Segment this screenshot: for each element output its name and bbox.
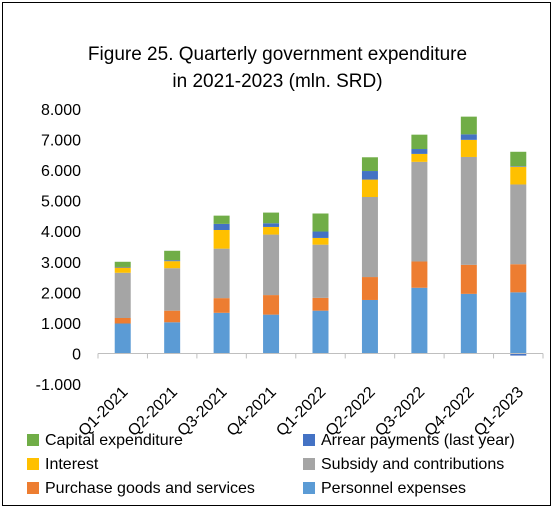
bar-interest xyxy=(510,166,527,185)
legend-label-subsidy-and-contributions: Subsidy and contributions xyxy=(321,456,504,473)
bar-purchase-goods-and-services xyxy=(114,318,131,324)
y-tick-label: 3.000 xyxy=(41,255,81,272)
x-tick-label: Q4-2021 xyxy=(224,384,280,440)
bar-purchase-goods-and-services xyxy=(361,277,378,300)
legend-swatch-subsidy-and-contributions xyxy=(303,458,315,470)
bar-purchase-goods-and-services xyxy=(213,298,230,313)
bar-purchase-goods-and-services xyxy=(411,261,428,288)
bar-arrear-payments-last-year xyxy=(460,134,477,140)
stacked-bar-chart: -1.000 0 1.000 2.000 3.000 4.000 5.000 6.000 7.0… xyxy=(27,102,544,497)
chart-title: Figure 25. Quarterly government expendit… xyxy=(3,41,552,95)
bar-personnel-expenses xyxy=(411,287,428,354)
bar-subsidy-and-contributions xyxy=(312,244,329,298)
bar-subsidy-and-contributions xyxy=(114,272,131,318)
chart-title-line-1: Figure 25. Quarterly government expendit… xyxy=(87,44,468,65)
bar-arrear-payments-last-year xyxy=(164,260,181,262)
chart-title-line-2: in 2021-2023 (mln. SRD) xyxy=(172,71,383,92)
bar-interest xyxy=(361,179,378,197)
bar-purchase-goods-and-services xyxy=(312,297,329,311)
bar-subsidy-and-contributions xyxy=(213,248,230,299)
bar-arrear-payments-last-year xyxy=(312,231,329,238)
bar-personnel-expenses xyxy=(263,314,280,354)
legend-label-interest: Interest xyxy=(45,456,99,473)
bar-arrear-payments-last-year xyxy=(213,223,230,230)
bar-capital-expenditure xyxy=(460,116,477,135)
bar-purchase-goods-and-services xyxy=(263,295,280,315)
y-tick-label: -1.000 xyxy=(36,377,81,394)
bar-arrear-payments-last-year xyxy=(263,223,280,227)
bar-capital-expenditure xyxy=(263,212,280,224)
bar-personnel-expenses xyxy=(312,310,329,354)
bar-interest xyxy=(114,267,131,273)
bar-subsidy-and-contributions xyxy=(361,197,378,278)
bar-subsidy-and-contributions xyxy=(460,156,477,265)
bar-purchase-goods-and-services xyxy=(510,264,527,293)
bar-capital-expenditure xyxy=(510,151,527,167)
bar-subsidy-and-contributions xyxy=(164,268,181,311)
bar-interest xyxy=(164,261,181,269)
y-tick-label: 0 xyxy=(72,346,81,363)
y-tick-label: 7.000 xyxy=(41,133,81,150)
legend-swatch-capital-expenditure xyxy=(27,434,39,446)
bar-capital-expenditure xyxy=(411,134,428,150)
bar-arrear-payments-last-year-negative xyxy=(510,353,527,356)
bar-arrear-payments-last-year xyxy=(114,266,131,268)
bar-personnel-expenses xyxy=(361,299,378,354)
y-tick-label: 4.000 xyxy=(41,224,81,241)
legend-swatch-purchase-goods-and-services xyxy=(27,482,39,494)
bar-purchase-goods-and-services xyxy=(164,310,181,323)
y-tick-label: 6.000 xyxy=(41,163,81,180)
bar-interest xyxy=(411,153,428,162)
y-tick-label: 8.000 xyxy=(41,102,81,119)
bar-subsidy-and-contributions xyxy=(510,184,527,265)
y-tick-label: 2.000 xyxy=(41,285,81,302)
legend-label-purchase-goods-and-services: Purchase goods and services xyxy=(45,480,255,497)
bar-personnel-expenses xyxy=(213,312,230,354)
bar-interest xyxy=(213,230,230,249)
bar-personnel-expenses xyxy=(510,292,527,354)
legend-label-arrear-payments-last-year: Arrear payments (last year) xyxy=(321,432,515,449)
bar-arrear-payments-last-year xyxy=(361,171,378,180)
bar-arrear-payments-last-year xyxy=(411,149,428,154)
bar-interest xyxy=(460,139,477,157)
bar-subsidy-and-contributions xyxy=(411,161,428,262)
legend-label-capital-expenditure: Capital expenditure xyxy=(45,432,183,449)
legend-swatch-arrear-payments-last-year xyxy=(303,434,315,446)
chart-frame: Figure 25. Quarterly government expendit… xyxy=(2,2,551,506)
bar-interest xyxy=(263,226,280,235)
bar-personnel-expenses xyxy=(164,322,181,354)
legend-label-personnel-expenses: Personnel expenses xyxy=(321,480,466,497)
bar-subsidy-and-contributions xyxy=(263,234,280,296)
bar-capital-expenditure xyxy=(312,213,329,232)
legend-swatch-personnel-expenses xyxy=(303,482,315,494)
legend-swatch-interest xyxy=(27,458,39,470)
bar-capital-expenditure xyxy=(114,261,131,267)
bar-interest xyxy=(312,237,329,245)
bar-personnel-expenses xyxy=(114,323,131,354)
y-tick-label: 5.000 xyxy=(41,194,81,211)
bar-capital-expenditure xyxy=(361,157,378,172)
bar-arrear-payments-last-year xyxy=(510,166,527,167)
bar-capital-expenditure xyxy=(164,250,181,261)
bar-personnel-expenses xyxy=(460,293,477,354)
bar-capital-expenditure xyxy=(213,215,230,224)
bar-purchase-goods-and-services xyxy=(460,264,477,294)
y-tick-label: 1.000 xyxy=(41,316,81,333)
